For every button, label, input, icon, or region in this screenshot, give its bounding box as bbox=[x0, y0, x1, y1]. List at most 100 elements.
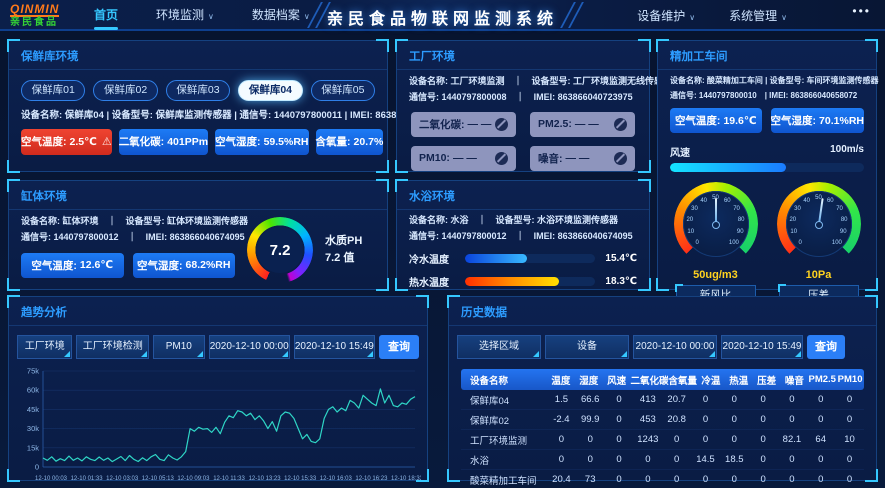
cell-value: 0 bbox=[846, 394, 853, 405]
trend-filter-4[interactable]: 2020-12-10 00:00 bbox=[208, 335, 290, 359]
fresh-store-tab-2[interactable]: 保鲜库02 bbox=[93, 80, 158, 101]
gauge-hub bbox=[814, 221, 823, 230]
ph-label: 水质PH 7.2 值 bbox=[325, 233, 362, 268]
device-info: 通信号: 1440797800012 ｜ IMEI: 8638660406740… bbox=[21, 231, 245, 242]
nav-item-device-maintenance[interactable]: 设备维护 ∨ bbox=[635, 1, 697, 30]
table-row: 水浴 0 0 0 0 0 14.5 18.5 0 0 0 0 bbox=[461, 450, 864, 470]
cell-value: 0 bbox=[587, 454, 593, 465]
trend-query-button[interactable]: 查询 bbox=[378, 335, 419, 359]
wind-speed-label: 风速 bbox=[670, 148, 690, 160]
device-info: 设备名称: 酸菜精加工车间 | 设备型号: 车间环境监测传感器 bbox=[670, 76, 879, 85]
panel-title: 精加工车间 bbox=[658, 41, 876, 70]
trend-filter-2[interactable]: 工厂环境检测 bbox=[76, 335, 149, 359]
svg-text:30k: 30k bbox=[27, 424, 39, 433]
panel-fresh-store: 保鲜库环境 保鲜库01 保鲜库02 保鲜库03 保鲜库04 保鲜库05 设备名称: 保鲜… bbox=[7, 39, 455, 173]
panel-title: 水浴环境 bbox=[397, 181, 649, 210]
cell-device-name: 水浴 bbox=[470, 455, 490, 467]
svg-text:12-10 13:23: 12-10 13:23 bbox=[249, 476, 282, 482]
cell-value: 0 bbox=[731, 394, 737, 405]
cylinder-left: 设备名称: 缸体环境 ｜ 设备型号: 缸体环境监测传感器 通信号: 144079… bbox=[9, 210, 248, 285]
device-info: 通信号: 1440797800010 | IMEI: 8638660406580… bbox=[670, 91, 858, 101]
trend-filters: 工厂环境 工厂环境检测 PM10 2020-12-10 00:00 2020-12-10… bbox=[9, 326, 427, 359]
hot-water-value: 18.3℃ bbox=[605, 275, 637, 287]
svg-text:12-10 16:03: 12-10 16:03 bbox=[320, 476, 353, 482]
cold-water-fill bbox=[465, 253, 528, 263]
nav-item-system-management[interactable]: 系统管理 ∨ bbox=[727, 1, 789, 30]
cell-value: 0 bbox=[702, 474, 709, 485]
gauge-tick-label: 0 bbox=[798, 239, 802, 246]
nav-item-data-archive[interactable]: 数据档案 ∨ bbox=[250, 0, 312, 29]
history-query-button[interactable]: 查询 bbox=[807, 335, 845, 359]
hot-water-label: 热水温度 bbox=[409, 277, 449, 289]
cell-value: 0 bbox=[616, 454, 622, 465]
trend-filter-3[interactable]: PM10 bbox=[153, 335, 205, 359]
stat-value: 2.5℃ bbox=[69, 135, 97, 148]
cylinder-stats: 空气温度: 12.6℃ 空气湿度: 68.2%RH bbox=[9, 246, 247, 285]
svg-text:12-10 09:03: 12-10 09:03 bbox=[177, 476, 210, 482]
stat-label: 二氧化碳: bbox=[419, 118, 465, 131]
table-row: 保鲜库04 1.5 66.6 0 413 20.7 0 0 0 0 0 0 bbox=[461, 390, 864, 410]
cell-value: 0 bbox=[760, 454, 766, 465]
history-table-body: 保鲜库04 1.5 66.6 0 413 20.7 0 0 0 0 0 0 保鲜库02 -2.4 99.9 0… bbox=[461, 390, 864, 488]
panel-title: 保鲜库环境 bbox=[9, 41, 387, 70]
stat-value: 12.6℃ bbox=[79, 259, 114, 271]
cell-value: 0 bbox=[674, 434, 680, 445]
stat-value: — — bbox=[452, 152, 477, 164]
history-filter-3[interactable]: 2020-12-10 00:00 bbox=[633, 335, 717, 359]
stat-value: — — bbox=[467, 118, 492, 130]
stat-label: 空气温度: bbox=[21, 136, 67, 149]
nav-item-env-monitor[interactable]: 环境监测 ∨ bbox=[154, 0, 216, 29]
stat-value: 68.2%RH bbox=[185, 259, 231, 271]
nav-item-label: 系统管理 bbox=[729, 9, 778, 23]
stat-air-temperature: 空气温度: 2.5℃ ⚠ bbox=[21, 128, 112, 155]
cell-value: 0 bbox=[674, 454, 680, 465]
panel-workshop: 精加工车间 设备名称: 酸菜精加工车间 | 设备型号: 车间环境监测传感器 通信… bbox=[656, 39, 879, 307]
trend-filter-1[interactable]: 工厂环境 bbox=[17, 335, 73, 359]
stat-value: 19.6℃ bbox=[723, 114, 757, 127]
fresh-store-tab-5[interactable]: 保鲜库05 bbox=[310, 80, 376, 101]
brand-logo-en: QINMIN bbox=[10, 1, 60, 18]
gauge-tick-label: 20 bbox=[686, 217, 694, 224]
stat-oxygen: 含氧量: 20.7% bbox=[315, 128, 384, 155]
more-menu-icon[interactable]: ••• bbox=[852, 4, 871, 18]
cell-value: 0 bbox=[558, 434, 565, 445]
gauge-tick-label: 10 bbox=[687, 229, 695, 236]
no-data-icon bbox=[495, 117, 508, 131]
cell-value: 0 bbox=[789, 474, 795, 485]
stat-value: 401PPm bbox=[167, 135, 209, 148]
gauge-hub bbox=[711, 221, 720, 230]
cell-value: 0 bbox=[818, 454, 824, 465]
fresh-store-tab-3[interactable]: 保鲜库03 bbox=[165, 80, 231, 101]
svg-text:45k: 45k bbox=[27, 405, 39, 414]
fresh-store-tab-4[interactable]: 保鲜库04 bbox=[238, 80, 303, 101]
stat-value: 59.5%RH bbox=[263, 135, 309, 148]
nav-item-home[interactable]: 首页 bbox=[92, 0, 120, 30]
column-header: 冷温 bbox=[701, 375, 721, 387]
device-info: 通信号: 1440797800008 ｜ IMEI: 8638660407239… bbox=[409, 91, 633, 102]
wind-speed-max: 100m/s bbox=[830, 144, 864, 156]
column-header: 二氧化碳 bbox=[630, 375, 669, 387]
fresh-store-tab-1[interactable]: 保鲜库01 bbox=[21, 80, 86, 101]
device-info: 设备名称: 工厂环境监测 ｜ 设备型号: 工厂环境监测无线传感器 bbox=[409, 76, 672, 86]
cell-value: 64 bbox=[815, 434, 826, 445]
cell-value: 20.4 bbox=[552, 474, 571, 485]
gauge-tick-label: 80 bbox=[737, 217, 745, 224]
history-filter-2[interactable]: 设备 bbox=[545, 335, 629, 359]
table-row: 保鲜库02 -2.4 99.9 0 453 20.8 0 0 0 0 0 0 bbox=[461, 410, 864, 430]
history-filter-1[interactable]: 选择区域 bbox=[457, 335, 541, 359]
cell-value: 0 bbox=[702, 394, 709, 405]
no-data-icon bbox=[614, 117, 627, 131]
gauge-dial: 0 10 20 30 40 50 60 70 80 90 100 bbox=[673, 182, 758, 267]
svg-text:12-10 18:33: 12-10 18:33 bbox=[391, 476, 421, 482]
ph-label-line2: 7.2 值 bbox=[325, 252, 355, 265]
trend-filter-5[interactable]: 2020-12-10 15:49 bbox=[293, 335, 375, 359]
stat-air-temperature: 空气温度: 12.6℃ bbox=[21, 252, 124, 278]
stat-label: 二氧化碳: bbox=[118, 136, 165, 149]
chevron-down-icon: ∨ bbox=[303, 12, 310, 21]
column-header: 噪音 bbox=[784, 375, 804, 387]
stat-air-temperature: 空气温度: 19.6℃ bbox=[670, 108, 762, 134]
stat-value: — — bbox=[574, 118, 599, 130]
history-filter-4[interactable]: 2020-12-10 15:49 bbox=[721, 335, 803, 359]
panel-title: 历史数据 bbox=[449, 297, 876, 326]
